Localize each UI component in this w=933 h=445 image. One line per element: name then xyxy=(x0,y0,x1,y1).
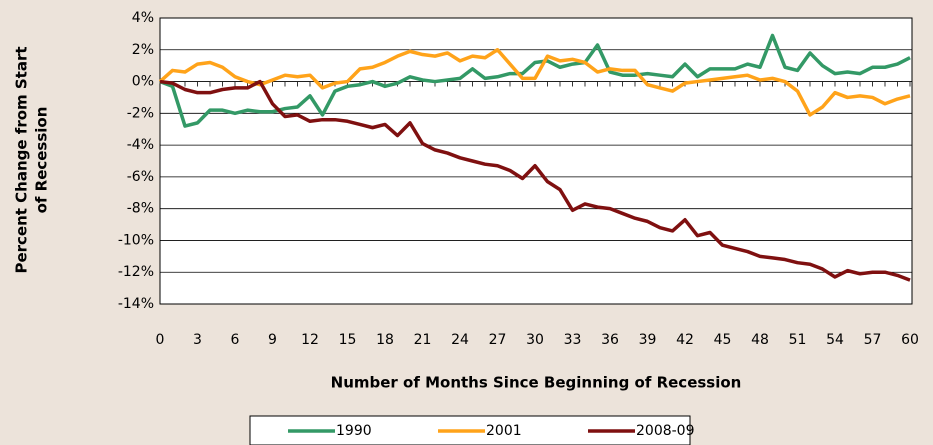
y-tick-label: -2% xyxy=(127,105,154,121)
x-tick-label: 9 xyxy=(268,332,277,348)
x-tick-label: 45 xyxy=(714,332,732,348)
legend-label: 2001 xyxy=(486,423,522,439)
legend-label: 2008-09 xyxy=(636,423,695,439)
y-tick-label: 0% xyxy=(132,74,154,90)
y-tick-label: 4% xyxy=(132,10,154,26)
y-tick-label: -12% xyxy=(118,264,154,280)
x-tick-label: 3 xyxy=(193,332,202,348)
x-tick-label: 27 xyxy=(489,332,507,348)
x-tick-label: 12 xyxy=(301,332,319,348)
y-tick-label: -14% xyxy=(118,296,154,312)
y-tick-label: -10% xyxy=(118,232,154,248)
y-tick-label: -4% xyxy=(127,137,154,153)
y-tick-label: -6% xyxy=(127,169,154,185)
x-tick-label: 6 xyxy=(231,332,240,348)
y-tick-label: -8% xyxy=(127,201,154,217)
x-tick-label: 30 xyxy=(526,332,544,348)
series-line xyxy=(159,33,911,128)
x-tick-label: 39 xyxy=(639,332,657,348)
x-tick-label: 33 xyxy=(564,332,582,348)
plot-area xyxy=(160,18,912,304)
plot-border xyxy=(159,17,913,305)
x-tick-label: 21 xyxy=(414,332,432,348)
legend-label: 1990 xyxy=(336,423,372,439)
x-tick-label: 24 xyxy=(451,332,469,348)
x-tick-label: 0 xyxy=(156,332,165,348)
x-tick-label: 36 xyxy=(601,332,619,348)
x-tick-label: 42 xyxy=(676,332,694,348)
y-tick-label: 2% xyxy=(132,42,154,58)
series-line xyxy=(159,79,911,282)
x-axis-title: Number of Months Since Beginning of Rece… xyxy=(331,374,742,392)
y-axis-title: of Recession xyxy=(33,107,51,214)
x-tick-label: 57 xyxy=(864,332,882,348)
x-tick-label: 18 xyxy=(376,332,394,348)
x-tick-label: 15 xyxy=(339,332,357,348)
x-tick-label: 60 xyxy=(901,332,919,348)
x-tick-label: 51 xyxy=(789,332,807,348)
x-tick-label: 54 xyxy=(826,332,844,348)
x-tick-label: 48 xyxy=(751,332,769,348)
y-axis-title: Percent Change from Start xyxy=(13,46,31,273)
series-line xyxy=(158,48,911,117)
